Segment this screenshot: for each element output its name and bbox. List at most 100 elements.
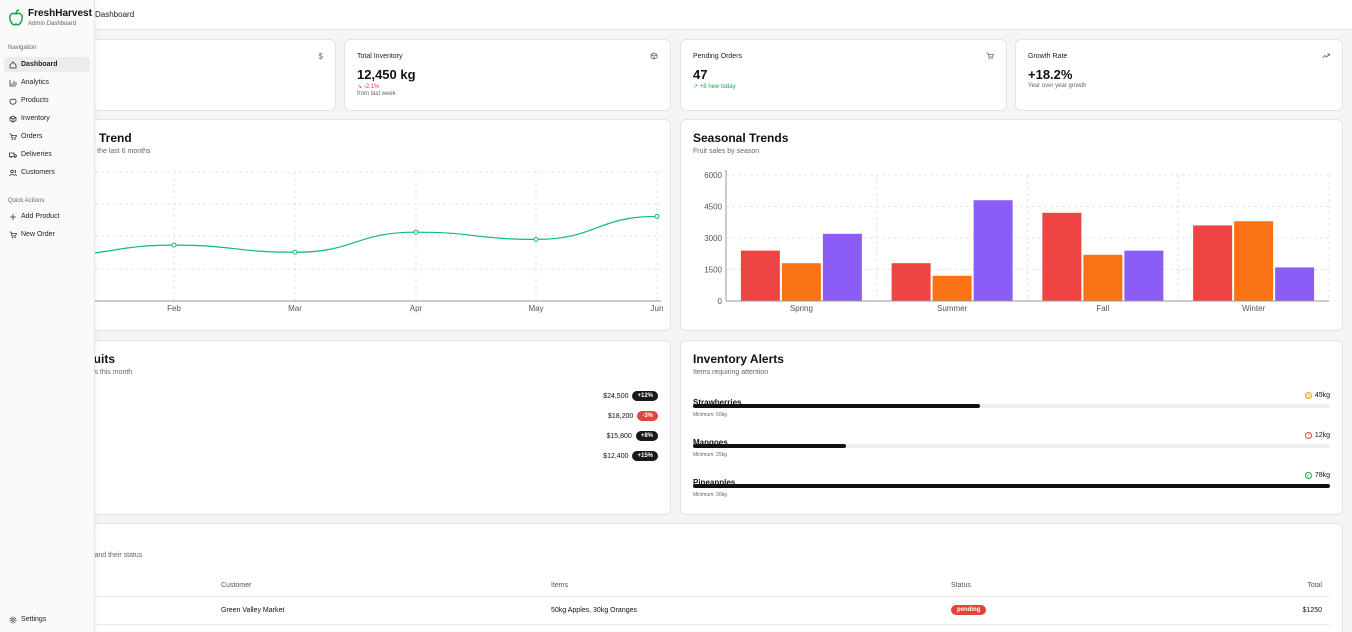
x-tick-label: Mar bbox=[288, 304, 302, 313]
breadcrumb[interactable]: Dashboard bbox=[95, 10, 135, 19]
stat-value: +18.2% bbox=[1028, 67, 1073, 82]
sidebar-item-label: Dashboard bbox=[21, 61, 58, 68]
brand-name: FreshHarvest bbox=[28, 8, 92, 19]
sidebar-item-dashboard[interactable]: Dashboard bbox=[4, 57, 90, 72]
bar bbox=[1234, 221, 1274, 301]
sidebar-item-customers[interactable]: Customers bbox=[4, 165, 90, 180]
stat-value: 12,450 kg bbox=[357, 67, 416, 82]
fruit-revenue: $18,200 bbox=[608, 412, 634, 420]
home-icon bbox=[8, 60, 17, 69]
seasonal-bar-chart: 0 1500 3000 4500 6000 Spring Summer Fall Winter bbox=[704, 170, 1330, 313]
y-tick-label: 4500 bbox=[704, 203, 722, 212]
stat-note: Year over year growth bbox=[1028, 83, 1087, 89]
clock-icon: ◷ bbox=[1304, 392, 1312, 399]
card-title: s Trend bbox=[89, 131, 132, 145]
quick-actions-label: Quick Actions bbox=[8, 198, 45, 204]
alert-product-name: Pineapples bbox=[693, 478, 736, 487]
sidebar-item-label: Products bbox=[21, 97, 49, 104]
col-status-header: Status bbox=[951, 576, 1251, 597]
top-fruits-card: ruits cts this month $24,500 +12% $18,20… bbox=[8, 340, 671, 515]
bar bbox=[932, 275, 972, 301]
truck-icon bbox=[8, 150, 17, 159]
fruit-revenue: $15,800 bbox=[606, 432, 632, 440]
growth-rate-stat-card: Growth Rate +18.2% Year over year growth bbox=[1015, 39, 1343, 111]
inventory-alerts-card: Inventory Alerts Items requiring attenti… bbox=[680, 340, 1343, 515]
gear-icon bbox=[8, 615, 17, 624]
apple-logo-icon bbox=[8, 9, 24, 27]
orders-table-wrap: Customer Items Status Total Green Valley… bbox=[95, 524, 1330, 632]
inventory-stat-card: Total Inventory 12,450 kg ↘ -2.1% from l… bbox=[344, 39, 671, 111]
stat-change-value: -2.1% bbox=[363, 84, 380, 90]
alert-qty-value: 45kg bbox=[1314, 392, 1330, 399]
stat-change-value: +8 new today bbox=[699, 84, 736, 90]
data-point bbox=[654, 213, 660, 219]
y-tick-label: 3000 bbox=[704, 234, 722, 243]
stock-bar bbox=[693, 404, 1330, 408]
stock-bar bbox=[693, 444, 1330, 448]
alert-quantity: ✓ 78kg bbox=[1304, 472, 1330, 479]
col-customer-header: Customer bbox=[221, 576, 551, 597]
apple-icon bbox=[8, 96, 17, 105]
change-badge: +12% bbox=[632, 391, 658, 401]
alert-quantity: ! 12kg bbox=[1304, 432, 1330, 439]
fruit-revenue: $24,500 bbox=[603, 392, 629, 400]
alert-minimum: Minimum: 25kg bbox=[693, 452, 727, 458]
alert-qty-value: 12kg bbox=[1314, 432, 1330, 439]
bar bbox=[740, 250, 780, 301]
x-tick-label: Feb bbox=[167, 304, 181, 313]
x-tick-label: Spring bbox=[790, 304, 813, 313]
stock-bar bbox=[693, 484, 1330, 488]
total-cell: $1250 bbox=[1251, 596, 1330, 625]
recent-orders-card: s s and their status Customer Items Stat… bbox=[8, 523, 1343, 632]
sidebar-item-analytics[interactable]: Analytics bbox=[4, 75, 90, 90]
sidebar-item-deliveries[interactable]: Deliveries bbox=[4, 147, 90, 162]
sales-trend-card: s Trend er the last 6 months Feb Mar Apr Ma… bbox=[8, 119, 671, 331]
card-subtitle: cts this month bbox=[89, 369, 133, 376]
top-bar: Dashboard bbox=[95, 0, 1352, 30]
package-icon bbox=[650, 52, 658, 62]
stock-bar-fill bbox=[693, 484, 1330, 488]
items-cell: 50kg Apples, 30kg Oranges bbox=[551, 596, 951, 625]
data-point bbox=[413, 229, 419, 235]
sidebar-item-inventory[interactable]: Inventory bbox=[4, 111, 90, 126]
alert-circle-icon: ! bbox=[1304, 432, 1312, 439]
orders-table: Customer Items Status Total Green Valley… bbox=[95, 576, 1330, 625]
table-row[interactable]: Green Valley Market 50kg Apples, 30kg Or… bbox=[95, 596, 1330, 625]
brand[interactable]: FreshHarvest Admin Dashboard bbox=[0, 0, 94, 27]
sales-series-line bbox=[52, 215, 658, 256]
table-header-row: Customer Items Status Total bbox=[95, 576, 1330, 597]
seasonal-trends-card: Seasonal Trends Fruit sales by season 0 1… bbox=[680, 119, 1343, 331]
alert-item: Mangoes ! 12kg Minimum: 25kg bbox=[693, 432, 1330, 458]
change-badge: +8% bbox=[635, 431, 658, 441]
stat-change: ↗ +8 new today bbox=[693, 84, 736, 90]
card-title: ruits bbox=[89, 352, 116, 366]
change-badge: -3% bbox=[637, 411, 658, 421]
pending-orders-stat-card: Pending Orders 47 ↗ +8 new today bbox=[680, 39, 1007, 111]
x-tick-label: Winter bbox=[1242, 304, 1265, 313]
status-cell: pending bbox=[951, 596, 1251, 625]
data-point bbox=[533, 236, 539, 242]
bar bbox=[1193, 225, 1233, 301]
card-subtitle: Items requiring attention bbox=[693, 369, 769, 376]
bar bbox=[1042, 212, 1082, 301]
bar bbox=[973, 200, 1013, 301]
sidebar-item-orders[interactable]: Orders bbox=[4, 129, 90, 144]
bar bbox=[1083, 254, 1123, 301]
check-circle-icon: ✓ bbox=[1304, 472, 1312, 479]
card-title: Seasonal Trends bbox=[693, 131, 789, 145]
customer-cell: Green Valley Market bbox=[221, 596, 551, 625]
card-subtitle: er the last 6 months bbox=[89, 148, 151, 155]
data-point bbox=[171, 242, 177, 248]
trending-up-icon bbox=[1322, 52, 1330, 62]
alert-product-name: Mangoes bbox=[693, 438, 728, 447]
sidebar-item-products[interactable]: Products bbox=[4, 93, 90, 108]
new-order-button[interactable]: New Order bbox=[4, 227, 90, 242]
col-total-header: Total bbox=[1251, 576, 1330, 597]
stat-title: Growth Rate bbox=[1028, 53, 1068, 60]
sidebar-item-settings[interactable]: Settings bbox=[4, 612, 90, 627]
data-point bbox=[292, 249, 298, 255]
x-tick-label: Summer bbox=[937, 304, 968, 313]
add-product-button[interactable]: Add Product bbox=[4, 209, 90, 224]
cart-icon bbox=[8, 230, 17, 239]
bar-chart-icon bbox=[8, 78, 17, 87]
